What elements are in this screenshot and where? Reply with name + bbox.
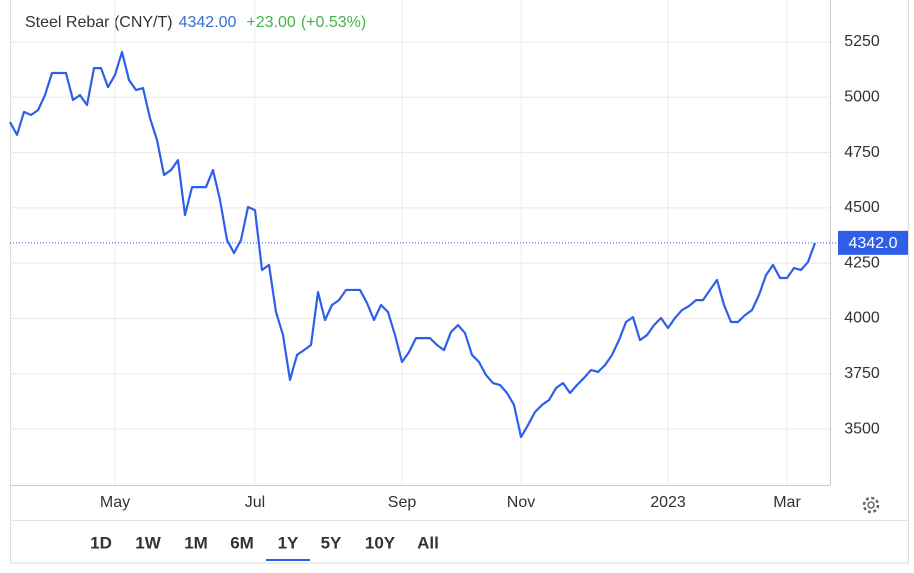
change: +23.00 xyxy=(246,14,295,31)
price: 4342.00 xyxy=(179,14,237,31)
last-value-box xyxy=(838,230,908,255)
gear-hub[interactable] xyxy=(867,501,875,509)
x-tick-label: Nov xyxy=(507,494,535,511)
range-button[interactable]: 1W xyxy=(135,533,161,552)
range-button[interactable]: 10Y xyxy=(365,533,396,552)
y-tick-label: 5000 xyxy=(844,89,880,106)
y-tick-label: 5250 xyxy=(844,33,880,50)
x-tick-label: 2023 xyxy=(650,494,686,511)
y-tick-label: 4750 xyxy=(844,144,880,161)
y-tick-label: 4000 xyxy=(844,310,880,327)
x-tick-label: Mar xyxy=(773,494,801,511)
range-button[interactable]: 5Y xyxy=(321,533,342,552)
chart-title: Steel Rebar (CNY/T) xyxy=(25,14,173,31)
header: Steel Rebar (CNY/T) 4342.00 +23.00 (+0.53%) xyxy=(25,14,366,31)
range-button[interactable]: All xyxy=(417,533,439,552)
x-tick-label: Sep xyxy=(388,494,417,511)
range-button[interactable]: 1M xyxy=(184,533,208,552)
range-button[interactable]: 6M xyxy=(230,533,254,552)
y-tick-label: 4250 xyxy=(844,254,880,271)
price-line xyxy=(9,50,817,439)
x-tick-label: Jul xyxy=(245,494,265,511)
y-tick-label: 3750 xyxy=(844,365,880,382)
range-button[interactable]: 1D xyxy=(90,533,112,552)
y-tick-label: 4500 xyxy=(844,199,880,216)
settings-icon[interactable] xyxy=(862,496,880,514)
gear[interactable] xyxy=(862,496,880,514)
frame xyxy=(10,0,909,564)
y-tick-label: 3500 xyxy=(844,420,880,437)
change-pct: (+0.53%) xyxy=(301,14,366,31)
x-tick-label: May xyxy=(100,494,130,511)
last-value-label: 4342.0 xyxy=(849,235,898,252)
range-button[interactable]: 1Y xyxy=(278,533,299,552)
